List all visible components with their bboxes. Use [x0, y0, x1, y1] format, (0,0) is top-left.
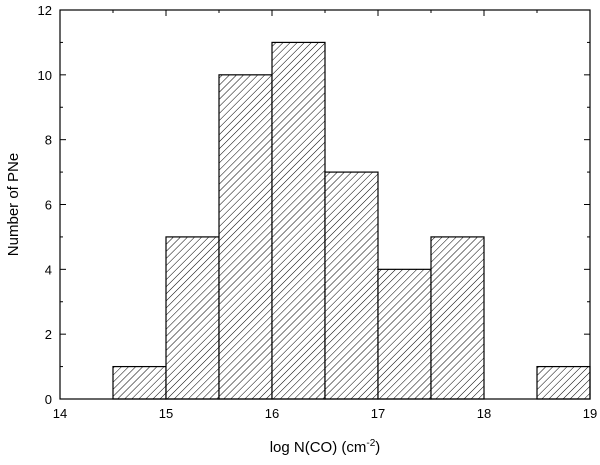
x-axis-title: log N(CO) (cm-2): [270, 438, 381, 456]
x-tick-label: 15: [159, 406, 173, 421]
axis-ticks: [59, 9, 591, 400]
y-tick-label: 2: [45, 327, 52, 342]
histogram-bar: [536, 365, 591, 400]
histogram-bars: [112, 41, 591, 400]
y-tick-label: 4: [45, 262, 52, 277]
x-tick-label: 19: [583, 406, 597, 421]
histogram-bar: [218, 74, 273, 400]
x-tick-label: 17: [371, 406, 385, 421]
histogram-bar: [271, 41, 326, 400]
histogram-bar: [165, 236, 220, 400]
x-tick-label: 18: [477, 406, 491, 421]
histogram-bar: [377, 268, 432, 400]
x-tick-label: 14: [53, 406, 67, 421]
y-tick-label: 0: [45, 392, 52, 407]
y-tick-label: 8: [45, 133, 52, 148]
y-tick-label: 6: [45, 198, 52, 213]
histogram-bar: [430, 236, 485, 400]
histogram-bar: [112, 365, 167, 400]
y-axis-title: Number of PNe: [5, 153, 22, 256]
x-tick-label: 16: [265, 406, 279, 421]
tick-labels: 14 15 16 17 18 19 0 2 4 6 8 10 12: [38, 3, 598, 421]
y-tick-label: 12: [38, 3, 52, 18]
y-tick-label: 10: [38, 68, 52, 83]
histogram-bar: [324, 171, 379, 400]
